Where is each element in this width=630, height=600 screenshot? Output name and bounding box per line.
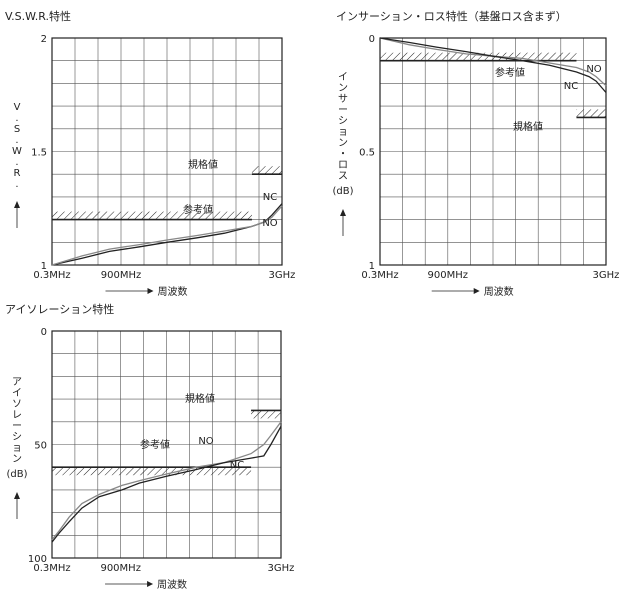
series-line-no: [379, 37, 607, 87]
insertion-y-tick: 0.5: [359, 148, 375, 159]
ylabel-char: S: [14, 124, 20, 135]
ylabel-char: レ: [12, 410, 22, 421]
ylabel-char: ソ: [12, 399, 22, 410]
ylabel-char: W: [12, 146, 22, 157]
isolation-ref-label: 参考値: [140, 438, 170, 451]
isolation-xlabel: 周波数: [157, 578, 187, 591]
ylabel-char: .: [15, 135, 18, 146]
spec-limit-hatch: [380, 52, 577, 61]
ylabel-char: ロ: [338, 160, 348, 171]
ylabel-char: ー: [12, 421, 22, 432]
spec-limit-hatch: [52, 211, 252, 220]
series-line-no: [51, 205, 283, 266]
vswr-spec-label: 規格値: [188, 158, 218, 171]
isolation-y-tick: 50: [34, 441, 47, 452]
vswr-series-label: NC: [263, 192, 277, 203]
insertion-series-label: NO: [586, 64, 601, 75]
vswr-frame: [51, 37, 283, 266]
vswr-x-tick: 900MHz: [101, 270, 141, 281]
insertion-x-tick: 3GHz: [593, 270, 620, 281]
spec-limit-hatch: [251, 166, 282, 175]
series-line-nc: [379, 37, 607, 93]
vswr-x-tick: 0.3MHz: [33, 270, 70, 281]
insertion-x-tick: 0.3MHz: [361, 270, 398, 281]
insertion-y-tick: 0: [369, 34, 375, 45]
vswr-y-tick: 1: [41, 261, 47, 272]
ylabel-char: ス: [338, 171, 348, 182]
insertion-y-tick: 1: [369, 261, 375, 272]
ylabel-char: ン: [338, 138, 348, 149]
vswr-series-label: NO: [262, 218, 277, 229]
isolation-y-tick: 100: [28, 554, 47, 565]
vswr-y-tick: 1.5: [31, 148, 47, 159]
insertion-grid: [380, 38, 606, 265]
insertion-ref-label: 参考値: [495, 66, 525, 79]
arrow-head-icon: [147, 581, 154, 587]
ylabel-char: ョ: [338, 127, 348, 138]
isolation-frame: [51, 330, 282, 559]
insertion-title: インサーション・ロス特性（基盤ロス含まず）: [336, 9, 567, 23]
vswr-xlabel: 周波数: [158, 285, 188, 298]
spec-limit-hatch: [576, 109, 606, 118]
ylabel-char: R: [14, 168, 21, 179]
ylabel-char: ・: [338, 149, 348, 160]
vswr-y-tick: 2: [41, 34, 47, 45]
ylabel-char: ン: [12, 454, 22, 465]
arrow-head-icon: [473, 288, 480, 294]
insertion-series-label: NC: [564, 81, 578, 92]
isolation-series-label: NC: [230, 460, 244, 471]
vswr-ylabel: V.S.W.R.: [12, 102, 22, 190]
insertion-yunit: (dB): [332, 186, 353, 197]
isolation-x-tick: 0.3MHz: [33, 563, 70, 574]
arrow-head-icon: [14, 201, 20, 208]
ylabel-char: イ: [338, 72, 348, 83]
ylabel-char: ー: [338, 105, 348, 116]
series-line-no: [51, 421, 282, 541]
vswr-ref-label: 参考値: [183, 203, 213, 216]
isolation-series-label: NO: [198, 436, 213, 447]
ylabel-char: .: [15, 113, 18, 124]
ylabel-char: シ: [12, 432, 22, 443]
spec-limit-hatch: [251, 410, 281, 419]
insertion-chart: インサーション・ロス特性（基盤ロス含まず） 0 0.5 10.3MHz 900MHz 3G…: [332, 9, 619, 298]
ylabel-char: サ: [338, 93, 348, 105]
ylabel-char: V: [14, 102, 21, 113]
arrow-head-icon: [147, 288, 154, 294]
isolation-x-tick: 3GHz: [268, 563, 295, 574]
ylabel-char: ン: [338, 83, 348, 94]
insertion-x-tick: 900MHz: [428, 270, 468, 281]
insertion-frame: [379, 37, 607, 266]
insertion-xlabel: 周波数: [484, 285, 514, 298]
ylabel-char: .: [15, 157, 18, 168]
series-line-nc: [51, 425, 282, 543]
arrow-head-icon: [14, 492, 20, 499]
ylabel-char: .: [15, 179, 18, 190]
arrow-head-icon: [340, 209, 346, 216]
spec-limit-hatch: [52, 467, 252, 476]
insertion-spec-label: 規格値: [513, 120, 543, 133]
vswr-x-tick: 3GHz: [269, 270, 296, 281]
ylabel-char: ョ: [12, 443, 22, 454]
isolation-title: アイソレーション特性: [5, 302, 114, 316]
isolation-x-tick: 900MHz: [100, 563, 140, 574]
insertion-ylabel: インサーション・ロス: [338, 72, 348, 182]
isolation-spec-label: 規格値: [185, 392, 215, 405]
ylabel-char: ア: [12, 377, 22, 388]
ylabel-char: イ: [12, 388, 22, 399]
isolation-yunit: (dB): [6, 469, 27, 480]
vswr-title: V.S.W.R.特性: [5, 9, 71, 23]
isolation-y-tick: 0: [41, 327, 47, 338]
ylabel-char: シ: [338, 116, 348, 127]
vswr-grid: [52, 38, 282, 265]
isolation-ylabel: アイソレーション: [12, 377, 22, 465]
